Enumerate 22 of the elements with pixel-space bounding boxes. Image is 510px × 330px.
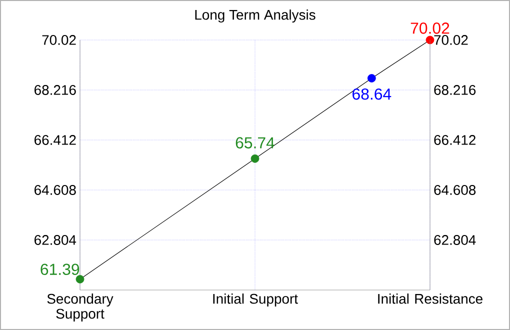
x-tick-label: Initial Support [213,294,298,307]
y-tick-label: 68.216 [34,85,76,95]
y2-tick-label: 62.804 [434,235,476,245]
point [367,74,376,82]
y-tick-label: 70.02 [42,35,76,45]
data-label: 70.02 [410,22,450,34]
y-tick-label: 64.608 [34,185,76,195]
y2-tick-label: 68.216 [434,85,476,95]
y2-tick-label: 66.412 [434,135,476,145]
data-label: 61.39 [40,264,80,276]
y-tick-label: 62.804 [34,235,76,245]
y2-tick-label: 70.02 [434,35,468,45]
point [426,36,434,44]
x-tick-label: Initial Resistance [378,294,482,304]
data-label: 65.74 [236,137,274,148]
y-tick-label: 66.412 [34,135,76,145]
chart-title: Long Term Analysis [195,10,316,23]
point [250,154,260,163]
data-label: 68.64 [352,88,392,100]
x-tick-label: Secondary Support [47,294,114,322]
y2-tick-label: 64.608 [434,185,476,195]
point [76,275,84,284]
